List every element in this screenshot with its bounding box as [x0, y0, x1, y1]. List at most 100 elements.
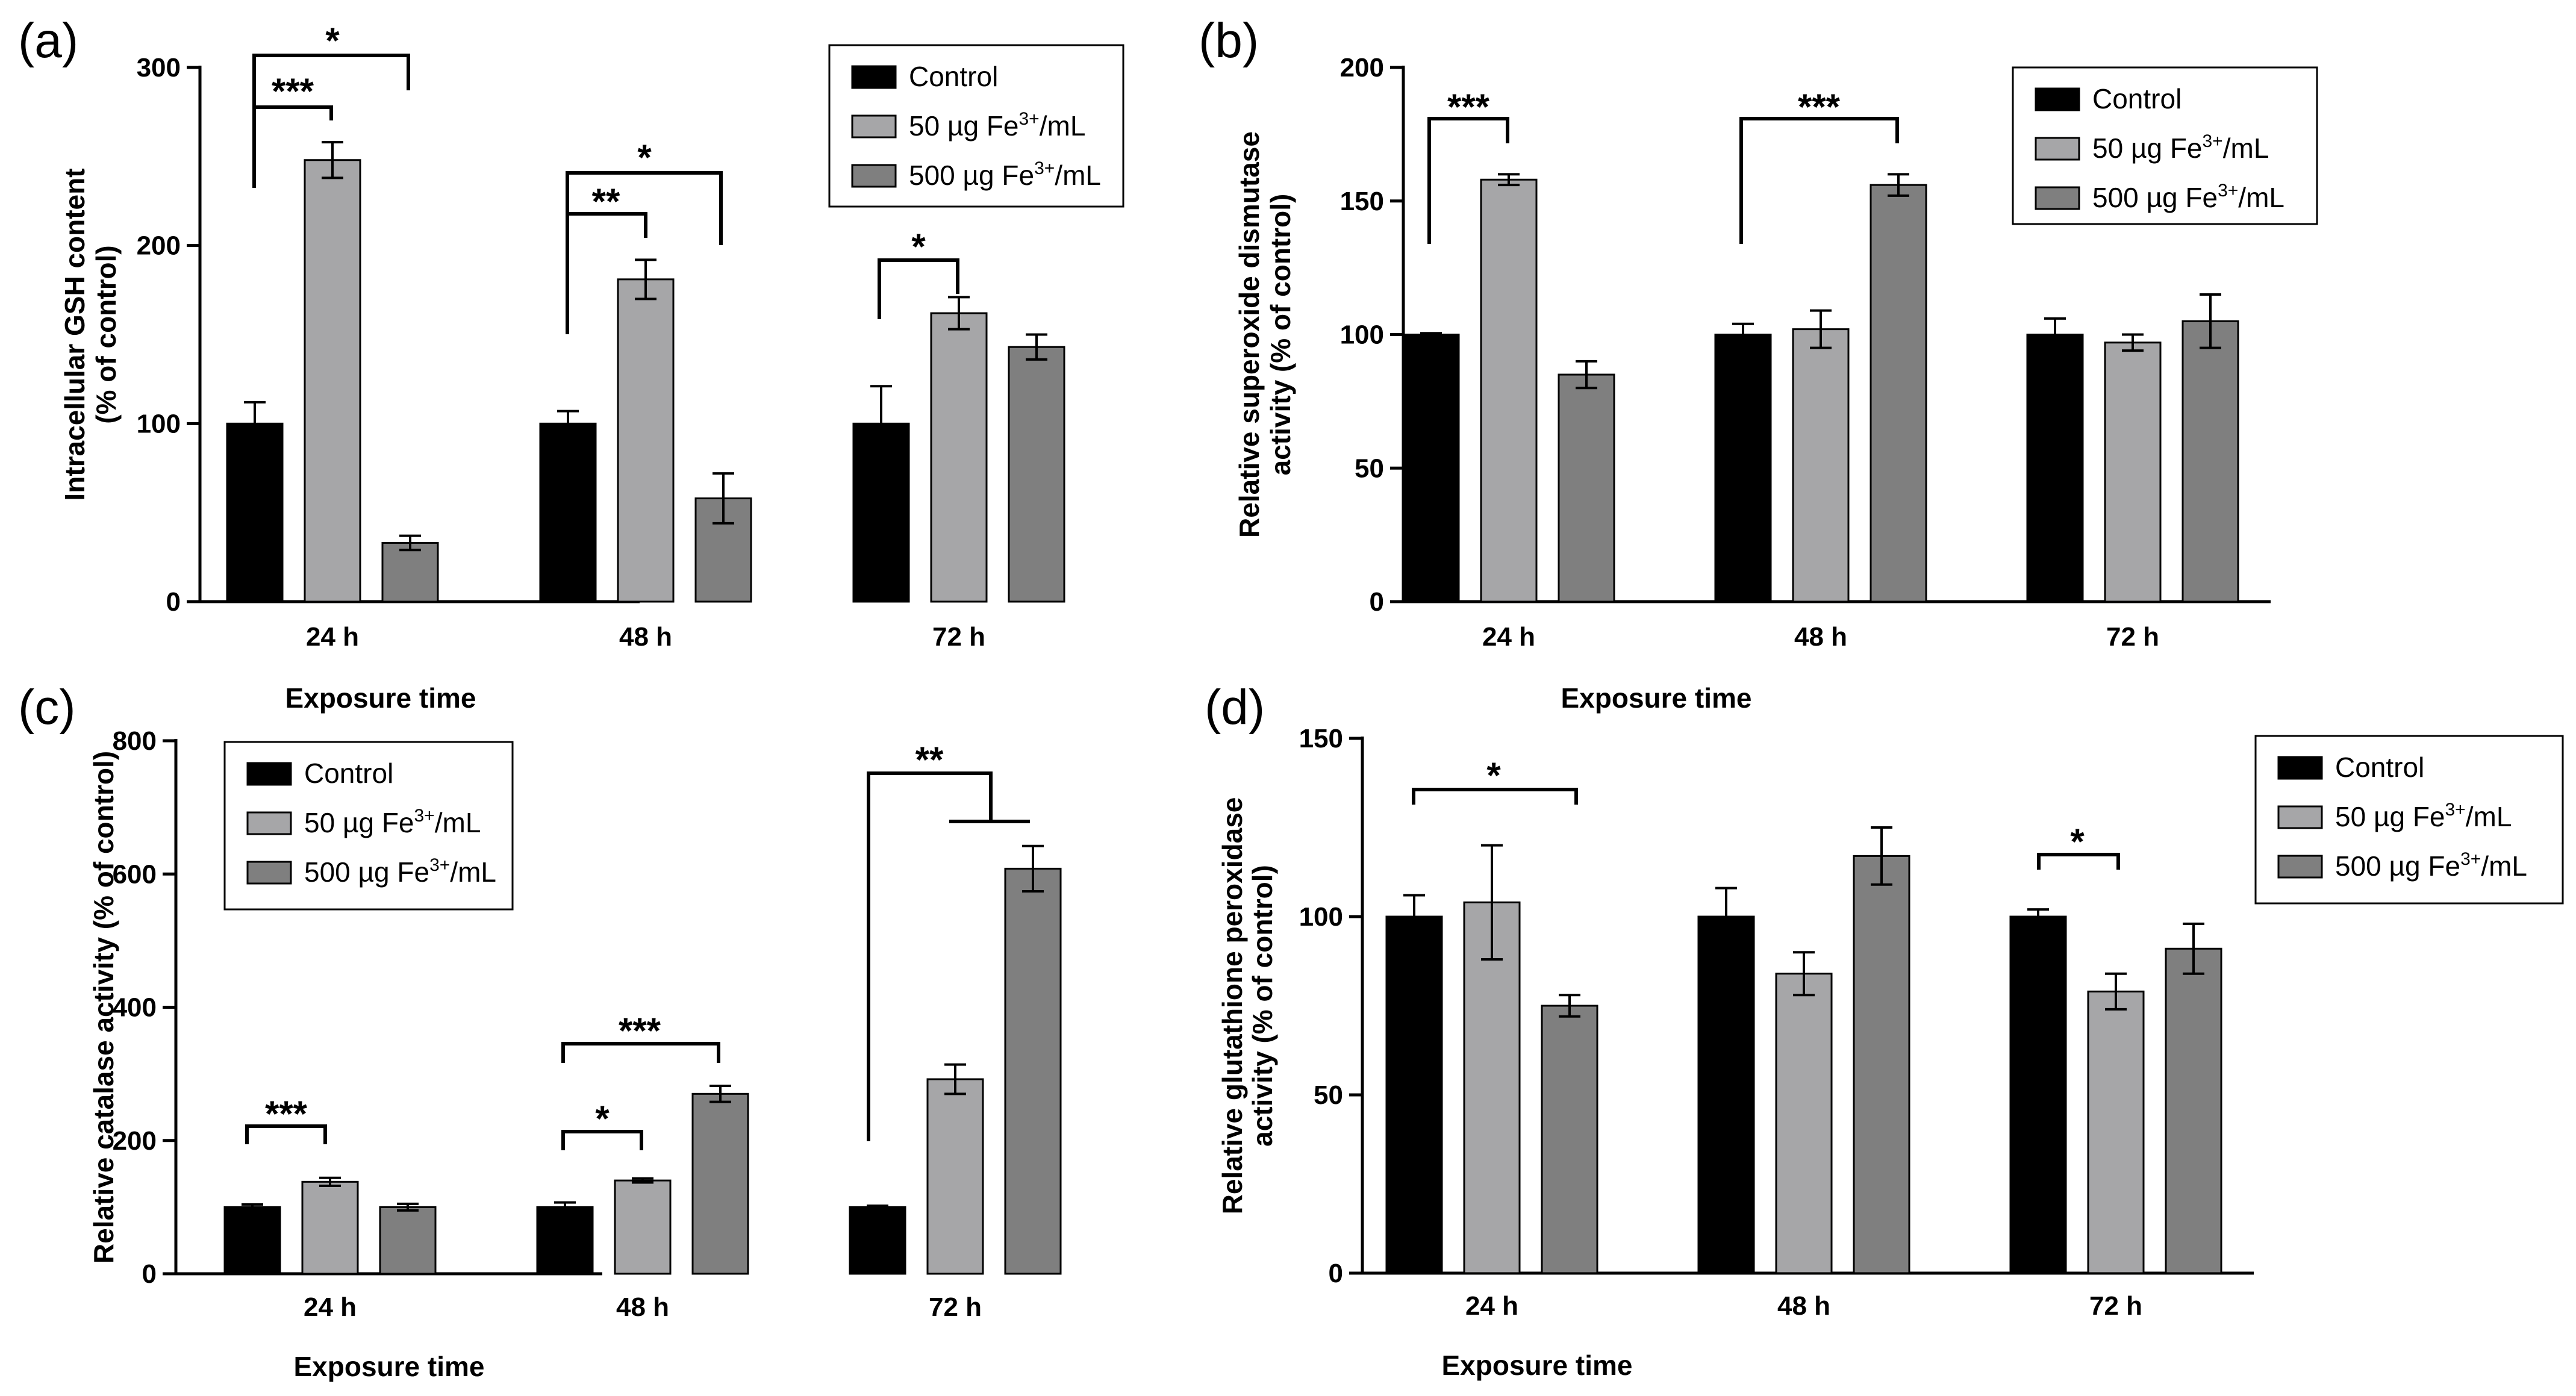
legend-swatch-control: [2035, 87, 2080, 111]
bar-50-24h: [301, 1180, 359, 1275]
bar-control-48h: [539, 422, 597, 603]
legend-label-control: Control: [2092, 83, 2181, 114]
bar-50-48h: [614, 1179, 672, 1275]
y-tick-label: 0: [1370, 587, 1384, 617]
legend: Control 50 µg Fe3+/mL 500 µg Fe3+/mL: [828, 44, 1124, 208]
y-tick-label: 50: [1314, 1080, 1343, 1110]
sig-d-72h-50-line: [2037, 853, 2120, 870]
y-tick-label: 0: [142, 1259, 157, 1289]
legend-swatch-50: [246, 811, 292, 835]
legend-swatch-control: [246, 762, 292, 786]
y-axis-title: (% of control): [90, 245, 122, 423]
category-label: 48 h: [1777, 1291, 1830, 1321]
y-tick-label: 100: [1299, 902, 1343, 932]
bar-500-72h: [2181, 320, 2239, 603]
panel-letter: (a): [18, 13, 78, 68]
category-label: 48 h: [616, 1292, 669, 1322]
panel-letter: (b): [1199, 13, 1259, 68]
sig-c-48h-500-label: ***: [619, 1011, 661, 1051]
bar-50-24h: [1480, 178, 1538, 603]
legend-swatch-500: [2035, 186, 2080, 210]
y-tick-label: 0: [1329, 1259, 1343, 1288]
legend-swatch-500: [2277, 855, 2323, 879]
y-tick-label: 200: [113, 1126, 157, 1156]
x-axis-title: Exposure time: [1561, 682, 1752, 714]
category-label: 72 h: [2089, 1291, 2142, 1321]
category-label: 24 h: [1482, 622, 1535, 652]
sig-c-24h-50-line: [245, 1124, 327, 1144]
legend: Control 50 µg Fe3+/mL 500 µg Fe3+/mL: [223, 741, 514, 911]
sig-a-24h-500-line: [252, 54, 410, 188]
sig-a-48h-50-label: **: [592, 181, 620, 222]
legend-swatch-control: [851, 65, 897, 89]
y-tick-label: 0: [166, 587, 181, 617]
bar-50-48h: [617, 278, 675, 603]
category-label: 72 h: [2106, 622, 2159, 652]
chart-panel-d: (d) 0 50 100 150 Relative glutathione peroxid…: [1205, 680, 2564, 1381]
sig-b-24h-50-line: [1427, 117, 1509, 244]
category-label: 48 h: [1794, 622, 1847, 652]
panel-letter: (d): [1205, 680, 1265, 735]
panel-letter: (c): [18, 680, 76, 735]
bar-control-48h: [536, 1206, 594, 1275]
bar-50-48h: [1792, 328, 1850, 603]
y-tick-label: 50: [1355, 453, 1384, 483]
legend-swatch-control: [2277, 756, 2323, 780]
legend-label-control: Control: [2335, 752, 2424, 783]
bar-control-72h: [2026, 334, 2084, 603]
bar-500-24h: [1541, 1005, 1598, 1274]
bar-control-48h: [1697, 915, 1755, 1274]
legend-label-control: Control: [909, 61, 998, 92]
sig-c-24h-50-label: ***: [265, 1094, 308, 1134]
sig-a-48h-500-line: [566, 171, 723, 334]
sig-b-48h-500-label: ***: [1798, 87, 1841, 127]
bar-500-72h: [1008, 346, 1065, 603]
category-label: 24 h: [306, 622, 359, 652]
bar-50-72h: [930, 312, 988, 603]
bar-control-24h: [1385, 915, 1443, 1274]
bar-50-24h: [304, 159, 361, 603]
category-label: 72 h: [932, 622, 985, 652]
legend-label-500: 500 µg Fe3+/mL: [2335, 849, 2527, 882]
legend-label-50: 50 µg Fe3+/mL: [909, 109, 1085, 142]
bar-50-72h: [2087, 990, 2145, 1274]
category-label: 72 h: [929, 1292, 982, 1322]
x-axis-title: Exposure time: [1442, 1350, 1633, 1381]
legend-label-500: 500 µg Fe3+/mL: [2092, 181, 2284, 213]
sig-a-24h-50-label: ***: [272, 71, 314, 111]
x-axis-title: Exposure time: [294, 1351, 485, 1382]
category-label: 48 h: [619, 622, 672, 652]
bar-500-24h: [1558, 373, 1615, 603]
category-label: 24 h: [1465, 1291, 1518, 1321]
chart-panel-b: (b) 0 50 100 150 200 Relative superoxide dismu…: [1199, 13, 2318, 714]
bar-500-72h: [1004, 867, 1062, 1275]
legend-label-50: 50 µg Fe3+/mL: [2335, 800, 2512, 832]
bar-control-24h: [1402, 334, 1460, 603]
legend-label-50: 50 µg Fe3+/mL: [2092, 131, 2269, 164]
bar-500-48h: [1870, 184, 1927, 603]
bar-500-24h: [381, 541, 439, 603]
y-tick-label: 200: [1340, 53, 1384, 83]
sig-c-48h-50-line: [561, 1130, 643, 1150]
y-tick-label: 200: [137, 231, 181, 261]
bar-control-72h: [2009, 915, 2067, 1274]
sig-c-72h-label: **: [915, 740, 944, 780]
sig-c-48h-50-label: *: [595, 1098, 610, 1139]
sig-d-72h-50-label: *: [2070, 821, 2085, 862]
y-tick-label: 600: [113, 859, 157, 889]
bar-control-72h: [849, 1206, 906, 1275]
sig-d-24h-500-label: *: [1486, 755, 1501, 796]
y-tick-label: 300: [137, 53, 181, 83]
legend: Control 50 µg Fe3+/mL 500 µg Fe3+/mL: [2012, 66, 2318, 225]
sig-d-24h-500-line: [1412, 788, 1578, 805]
sig-c-72h-line: [867, 771, 993, 1141]
sig-b-48h-500-line: [1739, 117, 1899, 244]
chart-panel-a: (a) 0 100 200 300 Intracellular GSH content (%…: [18, 13, 1124, 714]
legend-swatch-50: [2035, 137, 2080, 161]
y-tick-label: 100: [1340, 320, 1384, 350]
y-tick-label: 800: [113, 726, 157, 756]
y-tick-label: 150: [1299, 724, 1343, 753]
x-axis-title: Exposure time: [285, 682, 476, 714]
